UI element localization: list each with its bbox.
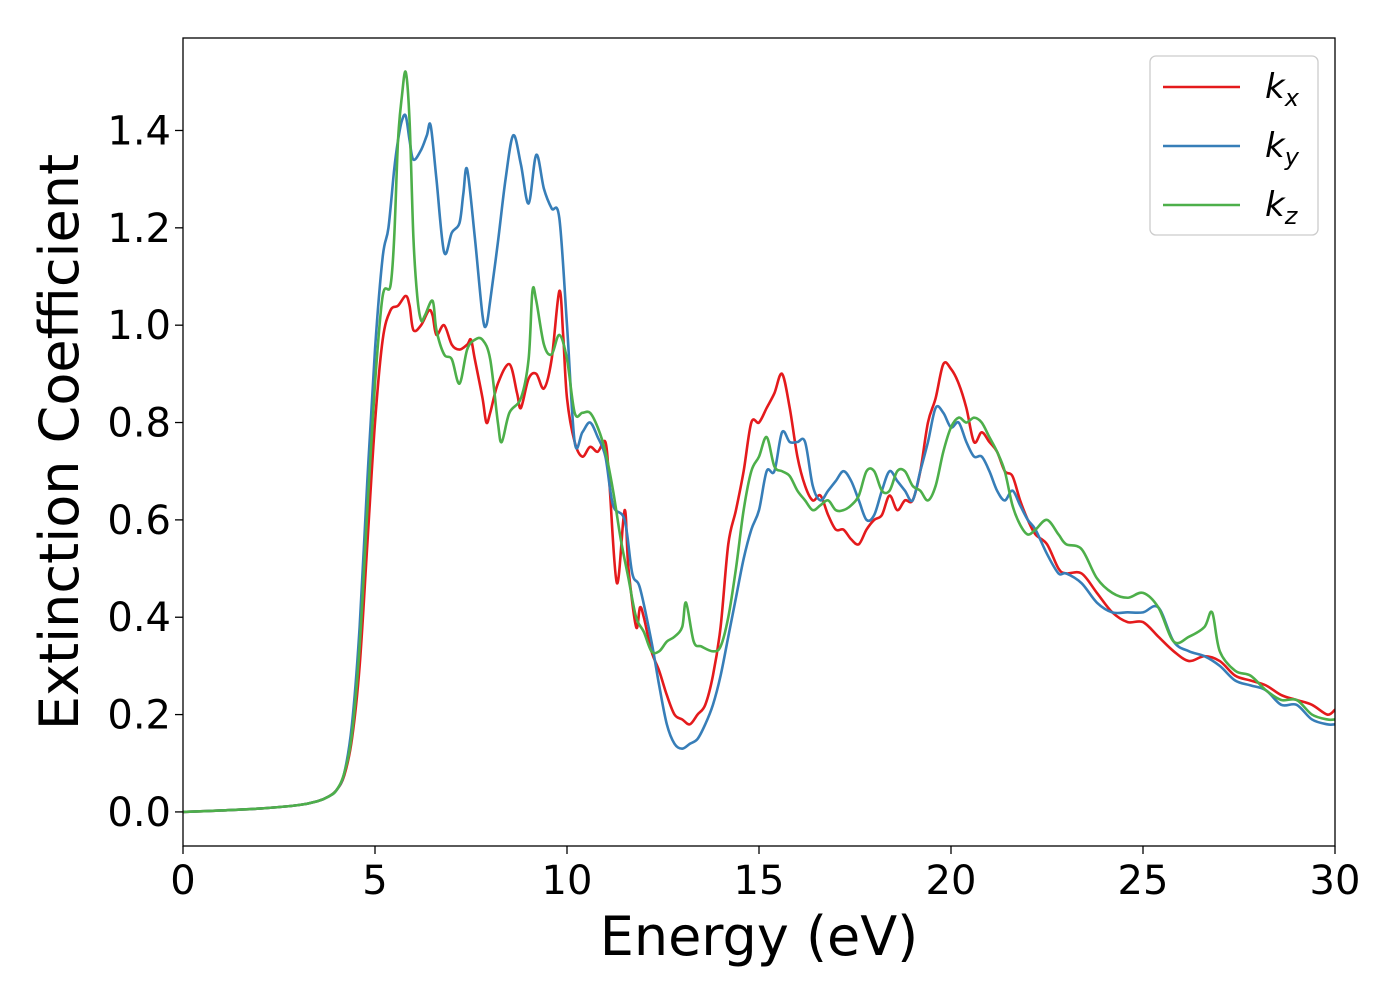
y-axis-label: Extinction Coefficient <box>28 154 91 730</box>
y-tick-label: 0.6 <box>107 498 171 544</box>
x-tick-label: 15 <box>734 858 785 904</box>
x-tick-label: 5 <box>362 858 387 904</box>
y-tick-label: 1.2 <box>107 206 171 252</box>
x-tick-label: 10 <box>542 858 593 904</box>
y-tick-label: 1.0 <box>107 303 171 349</box>
legend-label-ky: ky <box>1265 126 1300 171</box>
legend-label-kz: kz <box>1265 185 1299 230</box>
y-tick-label: 0.8 <box>107 401 171 447</box>
x-tick-label: 25 <box>1118 858 1169 904</box>
legend: kx ky kz <box>1149 55 1319 236</box>
y-tick-label: 0.2 <box>107 693 171 739</box>
legend-label-kx: kx <box>1265 67 1300 112</box>
series-line-kz <box>183 70 1335 814</box>
x-tick-label: 30 <box>1310 858 1361 904</box>
x-axis: 0 5 10 15 20 25 30 <box>170 846 1360 904</box>
series-layer <box>183 70 1335 814</box>
y-axis: 0.0 0.2 0.4 0.6 0.8 1.0 1.2 1.4 <box>107 108 183 836</box>
y-tick-label: 0.0 <box>107 790 171 836</box>
y-tick-label: 1.4 <box>107 108 171 154</box>
y-tick-label: 0.4 <box>107 595 171 641</box>
x-axis-label: Energy (eV) <box>600 905 919 968</box>
series-line-kx <box>183 289 1335 814</box>
x-tick-label: 20 <box>926 858 977 904</box>
x-tick-label: 0 <box>170 858 195 904</box>
